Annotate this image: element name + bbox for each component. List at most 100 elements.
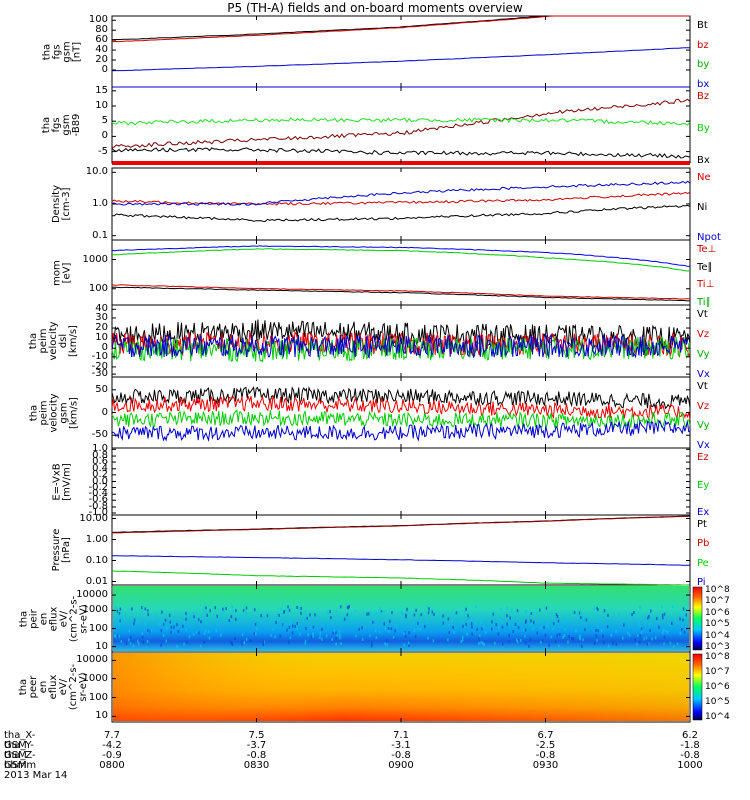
panel-2-tick-label: 10 <box>95 100 108 111</box>
ephem-value: 6.7 <box>537 730 554 741</box>
panel-6-legend-1: Vz <box>697 400 710 412</box>
panel-2-tick-label: -5 <box>98 145 108 157</box>
ephem-name: hhmm <box>4 760 37 771</box>
panel-7-tick-label: 0.6 <box>92 456 108 468</box>
colorbar-10-label: 10^4 <box>705 712 730 722</box>
panel-5-tick-label: 0 <box>101 342 108 354</box>
panel-4-legend-0: Te⊥ <box>697 244 717 255</box>
panel-7-legend-0: Ez <box>697 452 709 463</box>
panel-2-legend-0: Bz <box>697 91 710 102</box>
ephem-value: 7.7 <box>104 730 120 741</box>
colorbar-9-label: 10^8 <box>705 585 730 595</box>
colorbar-10 <box>692 653 703 721</box>
series-vx-line <box>111 419 691 442</box>
panel-2-frame <box>111 86 691 164</box>
colorbar-9 <box>692 586 703 651</box>
series-vz-line <box>111 330 691 358</box>
panel-7-tick-label: -0.8 <box>88 500 108 512</box>
panel-5-legend-3: Vx <box>697 369 710 380</box>
ephem-name: tha_X-GSM <box>4 730 36 751</box>
panel-1-legend-1: bz <box>697 39 709 51</box>
series-ni-line <box>112 204 691 223</box>
series-vx-line <box>111 333 691 359</box>
chart-title: P5 (TH-A) fields and on-board moments ov… <box>227 1 523 15</box>
panel-1-tick-label: 100 <box>88 14 108 26</box>
series-bz-line <box>111 15 690 43</box>
panel-9-tick-label: 100 <box>88 622 108 634</box>
panel-5-tick-label: 10 <box>95 332 108 344</box>
ephem-value: 0930 <box>532 760 559 771</box>
panel-1-tick-label: 20 <box>95 54 108 66</box>
series-ne-line <box>111 191 691 206</box>
panel-5-tick-label: 30 <box>95 311 108 323</box>
panel-6-legend-3: Vx <box>697 440 710 451</box>
colorbar-9-label: 10^7 <box>705 596 730 607</box>
series-vt-line <box>111 386 691 410</box>
series-vz-line <box>111 394 691 421</box>
panel-8-ylabel: Pressure [nPa] <box>51 528 72 572</box>
series-te-line <box>111 286 691 302</box>
series-npot-line <box>111 180 691 206</box>
panel-7-tick-label: -0.2 <box>88 481 108 493</box>
series-ti-line <box>112 248 691 272</box>
ephem-value: 0800 <box>99 760 125 771</box>
series-pe-line <box>111 570 691 586</box>
ephem-value: -2.5 <box>535 740 556 751</box>
panel-2-legend-1: By <box>697 123 710 134</box>
panel-8-tick-label: 10.00 <box>79 512 108 524</box>
panel-8-tick-label: 1.00 <box>85 533 108 545</box>
panel-5-tick-label: -10 <box>91 350 108 362</box>
panel-7-frame <box>111 447 691 516</box>
panel-1-legend-2: by <box>697 59 710 71</box>
panel-7-tick-label: -0.4 <box>88 488 108 500</box>
panel-7-legend-2: Ex <box>697 507 710 518</box>
panel-7-tick-label: 0.8 <box>92 450 108 462</box>
panel-7-tick-label: 0.2 <box>92 468 108 480</box>
colorbar-9-label: 10^5 <box>705 619 730 630</box>
panel-4-legend-2: Ti⊥ <box>697 279 715 291</box>
ephem-value: 6.2 <box>682 730 698 741</box>
panel-7-tick-label: 0.4 <box>92 462 108 474</box>
series-bz-line <box>111 98 691 149</box>
panel-10-tick-label: 10 <box>95 710 108 722</box>
panel-1-tick-label: 80 <box>95 24 108 36</box>
ephem-value: -0.8 <box>246 750 267 761</box>
panel-10-tick-label: 10000 <box>76 654 108 666</box>
panel-1-legend-0: Bt <box>697 20 708 31</box>
panel-8-legend-1: Pb <box>697 538 710 550</box>
plot-date: 2013 Mar 14 <box>4 770 68 781</box>
panel-8-legend-0: Pt <box>697 519 707 530</box>
ephem-value: -0.8 <box>535 750 556 761</box>
panel-10-tick-label: 100 <box>88 691 108 703</box>
ephem-value: -3.7 <box>246 740 267 751</box>
panel-3-tick-label: 10.0 <box>85 166 108 178</box>
series-pb-line <box>111 515 691 534</box>
colorbar-9-label: 10^6 <box>705 607 730 618</box>
panel-3-legend-1: Ni <box>697 202 708 213</box>
panel-5-legend-0: Vt <box>697 309 708 320</box>
panel-3-tick-label: 1.0 <box>92 198 108 209</box>
series-te-line <box>111 284 690 300</box>
panel-4-ylabel: mom [eV] <box>51 259 72 286</box>
series-vt-line <box>111 319 691 350</box>
panel-9-tick-label: 1000 <box>82 604 108 616</box>
series-by-line <box>111 47 690 72</box>
panel-2-tick-label: 15 <box>95 84 108 96</box>
panel-1-tick-label: 60 <box>95 34 108 46</box>
panel-5-tick-label: 20 <box>95 322 108 334</box>
ephem-value: 0830 <box>243 760 270 771</box>
panel-5-tick-label: -30 <box>91 368 108 380</box>
panel-2-tick-label: 0 <box>101 130 108 142</box>
panel-5-tick-label: -20 <box>91 360 108 372</box>
ephem-value: -4.2 <box>102 740 122 751</box>
panel-6-tick-label: 50 <box>95 383 108 395</box>
panel-3-legend-2: Npot <box>697 232 721 243</box>
colorbar-9-label: 10^3 <box>705 642 730 652</box>
panel-4-tick-label: 100 <box>88 282 108 294</box>
panel-8-legend-3: Pi <box>697 577 706 588</box>
series-by-line <box>111 117 691 126</box>
panel-1-tick-label: 40 <box>95 44 108 56</box>
panel-9-tick-label: 10000 <box>76 589 108 601</box>
panel-1-tick-label: 0 <box>101 63 108 75</box>
